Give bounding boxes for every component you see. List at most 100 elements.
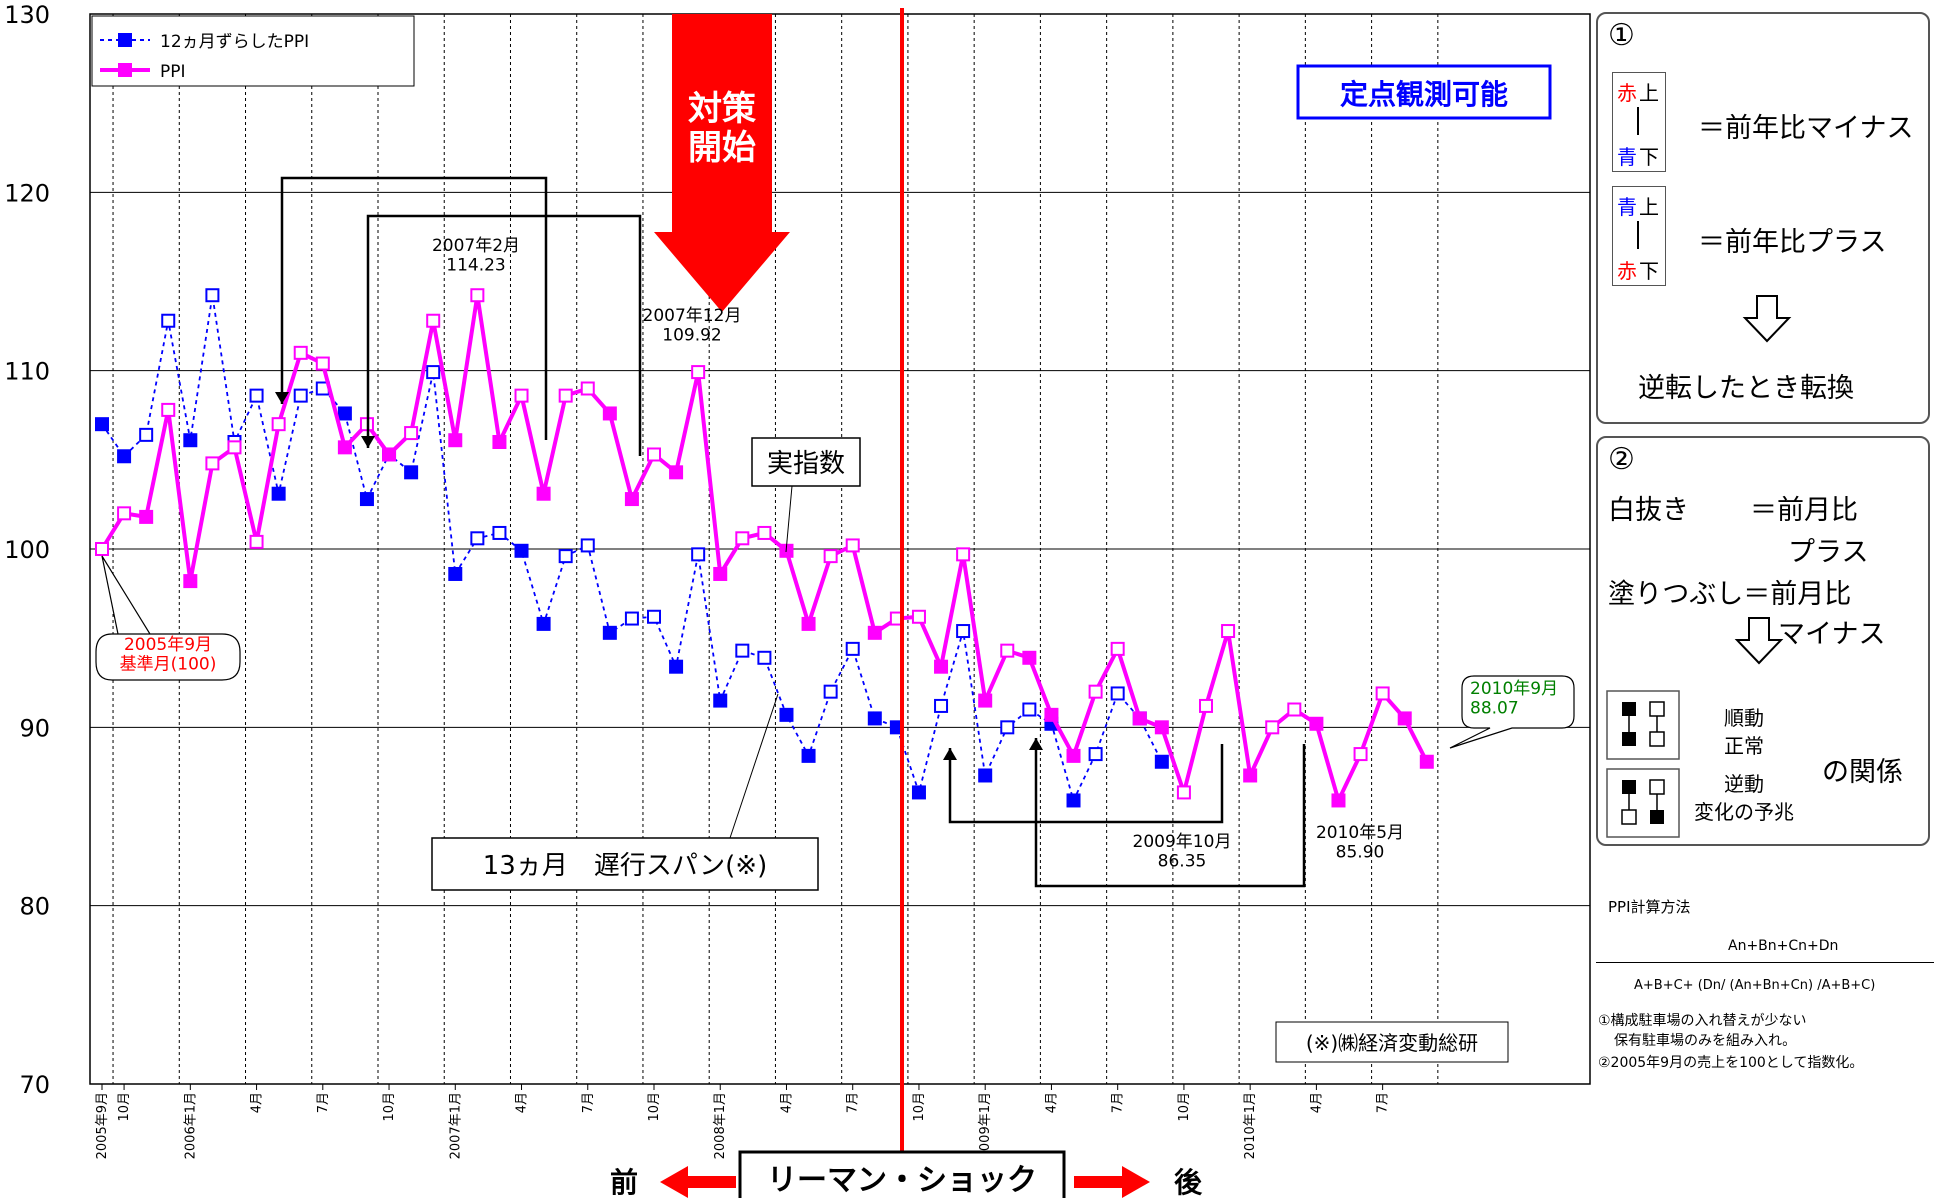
ppi-point bbox=[337, 440, 352, 455]
ppi-point bbox=[624, 492, 639, 507]
row2-divider bbox=[1637, 221, 1639, 249]
legend-shifted-label: 12ヵ月ずらしたPPI bbox=[160, 32, 309, 52]
x-tick-label: 7月 bbox=[846, 1092, 861, 1113]
down-arrow-icon-2 bbox=[1734, 617, 1784, 665]
shifted-ppi-point bbox=[713, 693, 728, 708]
x-tick-label: 2007年1月 bbox=[448, 1092, 463, 1159]
ppi-point bbox=[514, 388, 529, 403]
shifted-ppi-point bbox=[404, 465, 419, 480]
ppi-point bbox=[183, 574, 198, 589]
shifted-ppi-point bbox=[117, 449, 132, 464]
after-arrow-icon bbox=[1074, 1166, 1150, 1198]
filled-minus: マイナス bbox=[1778, 619, 1886, 650]
x-tick-label: 7月 bbox=[1111, 1092, 1126, 1113]
shifted-ppi-point bbox=[779, 707, 794, 722]
panel-1-conclusion: 逆転したとき転換 bbox=[1638, 373, 1854, 404]
x-tick-label: 2005年9月 bbox=[95, 1092, 110, 1159]
shifted-ppi-point bbox=[448, 566, 463, 581]
ppi-point bbox=[647, 447, 661, 462]
x-tick-label: 4月 bbox=[779, 1092, 794, 1113]
legend-panel-1: ① 赤 上 青 下 ＝前年比マイナス 青 上 赤 下 ＝前年比プラス 逆転したと… bbox=[1596, 12, 1930, 424]
shifted-ppi-point bbox=[757, 650, 772, 665]
ppi-point bbox=[1265, 720, 1280, 735]
shifted-ppi-point bbox=[1154, 754, 1169, 769]
lag-span-box bbox=[431, 837, 819, 891]
ppi-point bbox=[823, 549, 838, 564]
measures-start-label: 対策開始 bbox=[688, 89, 756, 168]
shifted-ppi-point bbox=[911, 785, 926, 800]
shifted-ppi-point bbox=[514, 543, 529, 558]
ppi-point bbox=[1199, 698, 1213, 713]
x-tick-label: 4月 bbox=[515, 1092, 530, 1113]
shifted-ppi-point bbox=[823, 684, 838, 699]
ppi-point bbox=[691, 365, 706, 380]
row1-top-pos: 上 bbox=[1639, 81, 1659, 105]
down-arrow-icon bbox=[1742, 295, 1792, 343]
y-tick-label: 100 bbox=[4, 536, 50, 564]
shifted-ppi-point bbox=[801, 748, 816, 763]
ppi-point bbox=[492, 435, 507, 449]
ppi-point bbox=[1132, 711, 1147, 726]
ppi-point bbox=[1000, 643, 1015, 658]
trough-2009-10-label: 2009年10月 86.35 bbox=[1133, 832, 1232, 872]
shifted-ppi-point bbox=[337, 406, 352, 421]
x-tick-label: 2009年1月 bbox=[978, 1092, 993, 1159]
ppi-point bbox=[1353, 747, 1368, 762]
ppi-point bbox=[1397, 711, 1412, 726]
ppi-point bbox=[271, 417, 286, 432]
actual-index-label: 実指数 bbox=[767, 449, 845, 479]
legend-panel-2: ② 白抜き ＝前月比 プラス 塗りつぶし＝前月比 マイナス 順動 正常 逆動 変… bbox=[1596, 436, 1930, 846]
x-tick-label: 2010年1月 bbox=[1243, 1092, 1258, 1159]
source-label: (※)㈱経済変動総研 bbox=[1306, 1031, 1478, 1055]
lag-bracket-2-head bbox=[361, 436, 375, 448]
reverse-label-2: 変化の予兆 bbox=[1694, 800, 1794, 824]
shifted-ppi-point bbox=[669, 659, 684, 674]
x-tick-label: 10月 bbox=[117, 1092, 132, 1122]
shifted-ppi-point bbox=[205, 288, 220, 303]
shifted-ppi-point bbox=[426, 365, 441, 380]
x-tick-label: 10月 bbox=[647, 1092, 662, 1122]
ppi-point bbox=[1088, 684, 1103, 699]
shifted-ppi-point bbox=[1000, 720, 1015, 735]
method-note-1b: 保有駐車場のみを組み入れ。 bbox=[1614, 1033, 1797, 1049]
ppi-point bbox=[580, 381, 595, 396]
row1-top-color: 赤 bbox=[1617, 81, 1637, 105]
lag-bracket-3 bbox=[948, 744, 1224, 824]
row2-bottom-pos: 下 bbox=[1639, 259, 1659, 283]
ppi-point bbox=[735, 531, 750, 546]
sync-label-1: 順動 bbox=[1724, 706, 1764, 730]
shifted-ppi-point bbox=[1066, 793, 1081, 808]
ppi-point bbox=[1066, 748, 1081, 763]
x-tick-label: 10月 bbox=[382, 1092, 397, 1122]
ppi-point bbox=[293, 345, 308, 360]
ppi-point bbox=[404, 426, 419, 441]
ppi-point bbox=[382, 447, 397, 462]
row1-bottom-pos: 下 bbox=[1639, 145, 1659, 169]
ppi-point bbox=[1309, 716, 1324, 731]
shifted-ppi-point bbox=[978, 768, 993, 783]
ppi-point bbox=[911, 609, 926, 624]
outline-label: 白抜き bbox=[1608, 495, 1689, 526]
ppi-point bbox=[1331, 793, 1346, 808]
x-tick-label: 7月 bbox=[581, 1092, 596, 1113]
lag-bracket-3-head bbox=[943, 748, 957, 760]
shifted-ppi-point bbox=[558, 549, 573, 564]
ppi-point bbox=[315, 356, 330, 371]
x-tick-label: 7月 bbox=[316, 1092, 331, 1113]
lag-bracket-1-head bbox=[275, 392, 289, 404]
shifted-ppi-point bbox=[647, 609, 661, 624]
shifted-ppi-point bbox=[359, 492, 374, 507]
x-tick-label: 4月 bbox=[1044, 1092, 1059, 1113]
x-tick-label: 10月 bbox=[1177, 1092, 1192, 1122]
x-tick-label: 4月 bbox=[250, 1092, 265, 1113]
row1-text: ＝前年比マイナス bbox=[1698, 113, 1914, 144]
lag-bracket-2 bbox=[366, 214, 642, 456]
lag-span-label: 13ヵ月 遅行スパン(※) bbox=[483, 851, 767, 881]
shifted-ppi-point bbox=[735, 643, 750, 658]
lehman-box bbox=[738, 1150, 1066, 1198]
lag-span-pointer bbox=[729, 693, 779, 839]
method-title: PPI計算方法 bbox=[1608, 898, 1691, 916]
shifted-ppi-point bbox=[95, 417, 109, 432]
ppi-point bbox=[845, 538, 860, 553]
ppi-point bbox=[1154, 720, 1169, 735]
